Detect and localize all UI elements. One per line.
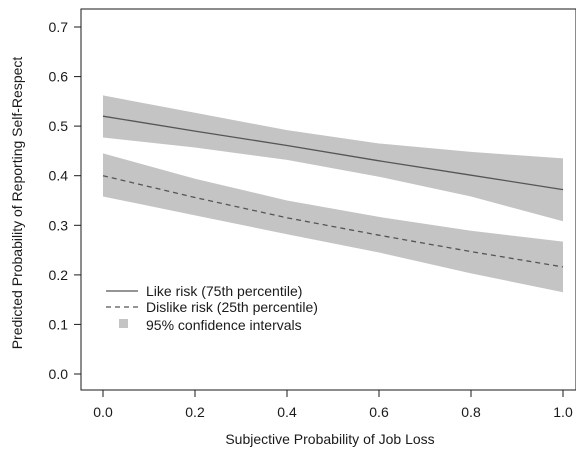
confidence-bands: [103, 95, 563, 293]
legend-swatch-confidence: [119, 319, 128, 328]
x-axis-title: Subjective Probability of Job Loss: [225, 431, 434, 447]
y-tick-label: 0.1: [49, 316, 69, 332]
x-tick-label: 0.4: [277, 404, 297, 420]
x-tick-label: 1.0: [553, 404, 573, 420]
y-tick-label: 0.3: [49, 217, 69, 233]
y-tick-label: 0.5: [49, 118, 69, 134]
y-axis-title: Predicted Probability of Reporting Self-…: [9, 57, 25, 350]
x-axis: 0.0 0.2 0.4 0.6 0.8 1.0: [93, 390, 573, 420]
series-lines: [102, 115, 564, 268]
confidence-band-like-risk: [103, 95, 563, 222]
x-tick-label: 0.6: [369, 404, 389, 420]
y-tick-label: 0.0: [49, 366, 69, 382]
series-line-dislike-risk: [102, 175, 564, 268]
plot-frame: [80, 8, 576, 391]
confidence-band-dislike-risk: [103, 153, 563, 293]
y-axis: 0.0 0.1 0.2 0.3 0.4 0.5 0.6 0.7: [49, 19, 81, 382]
legend: Like risk (75th percentile) Dislike risk…: [106, 283, 318, 333]
y-tick-label: 0.4: [49, 168, 69, 184]
x-tick-label: 0.2: [185, 404, 205, 420]
legend-label-like-risk: Like risk (75th percentile): [146, 283, 302, 299]
legend-label-confidence: 95% confidence intervals: [146, 317, 302, 333]
y-tick-label: 0.7: [49, 19, 69, 35]
x-tick-label: 0.8: [461, 404, 481, 420]
series-line-like-risk: [102, 115, 564, 191]
legend-label-dislike-risk: Dislike risk (25th percentile): [146, 299, 318, 315]
y-tick-label: 0.2: [49, 267, 69, 283]
y-tick-label: 0.6: [49, 69, 69, 85]
x-tick-label: 0.0: [93, 404, 113, 420]
